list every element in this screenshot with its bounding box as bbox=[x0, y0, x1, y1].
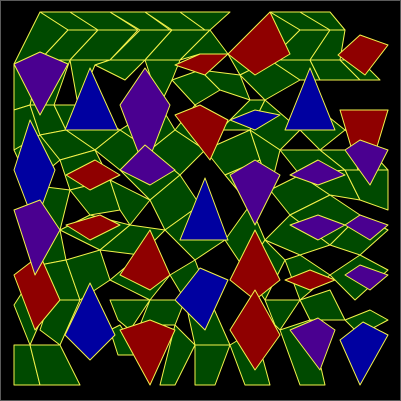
red-tile bbox=[119, 319, 176, 386]
red-tile bbox=[227, 11, 291, 76]
red-tile bbox=[337, 34, 389, 76]
purple-tile bbox=[344, 264, 389, 291]
green-tile bbox=[194, 344, 231, 386]
purple-tile bbox=[344, 139, 389, 186]
purple-tile bbox=[13, 199, 61, 276]
red-tile bbox=[229, 289, 281, 371]
red-tile bbox=[174, 53, 229, 76]
green-tile bbox=[94, 59, 146, 81]
purple-tile bbox=[229, 159, 281, 226]
red-tile bbox=[119, 229, 171, 291]
blue-tile bbox=[64, 282, 116, 361]
green-tile bbox=[29, 344, 81, 386]
green-tile bbox=[159, 324, 196, 386]
purple-tile bbox=[119, 144, 176, 186]
blue-tile bbox=[229, 109, 281, 131]
blue-tile bbox=[174, 267, 229, 331]
purple-tile bbox=[289, 317, 336, 371]
red-tile bbox=[65, 214, 121, 241]
red-tile bbox=[174, 104, 229, 161]
red-tile bbox=[284, 269, 336, 291]
purple-tile bbox=[119, 67, 171, 171]
blue-tile bbox=[339, 321, 389, 386]
red-tile bbox=[229, 229, 281, 301]
purple-tile bbox=[289, 159, 346, 186]
purple-tile bbox=[344, 214, 389, 241]
blue-tile bbox=[284, 67, 336, 131]
red-tile bbox=[65, 159, 121, 191]
blue-tile bbox=[64, 67, 119, 131]
purple-tile bbox=[13, 51, 69, 116]
blue-tile bbox=[179, 177, 229, 241]
